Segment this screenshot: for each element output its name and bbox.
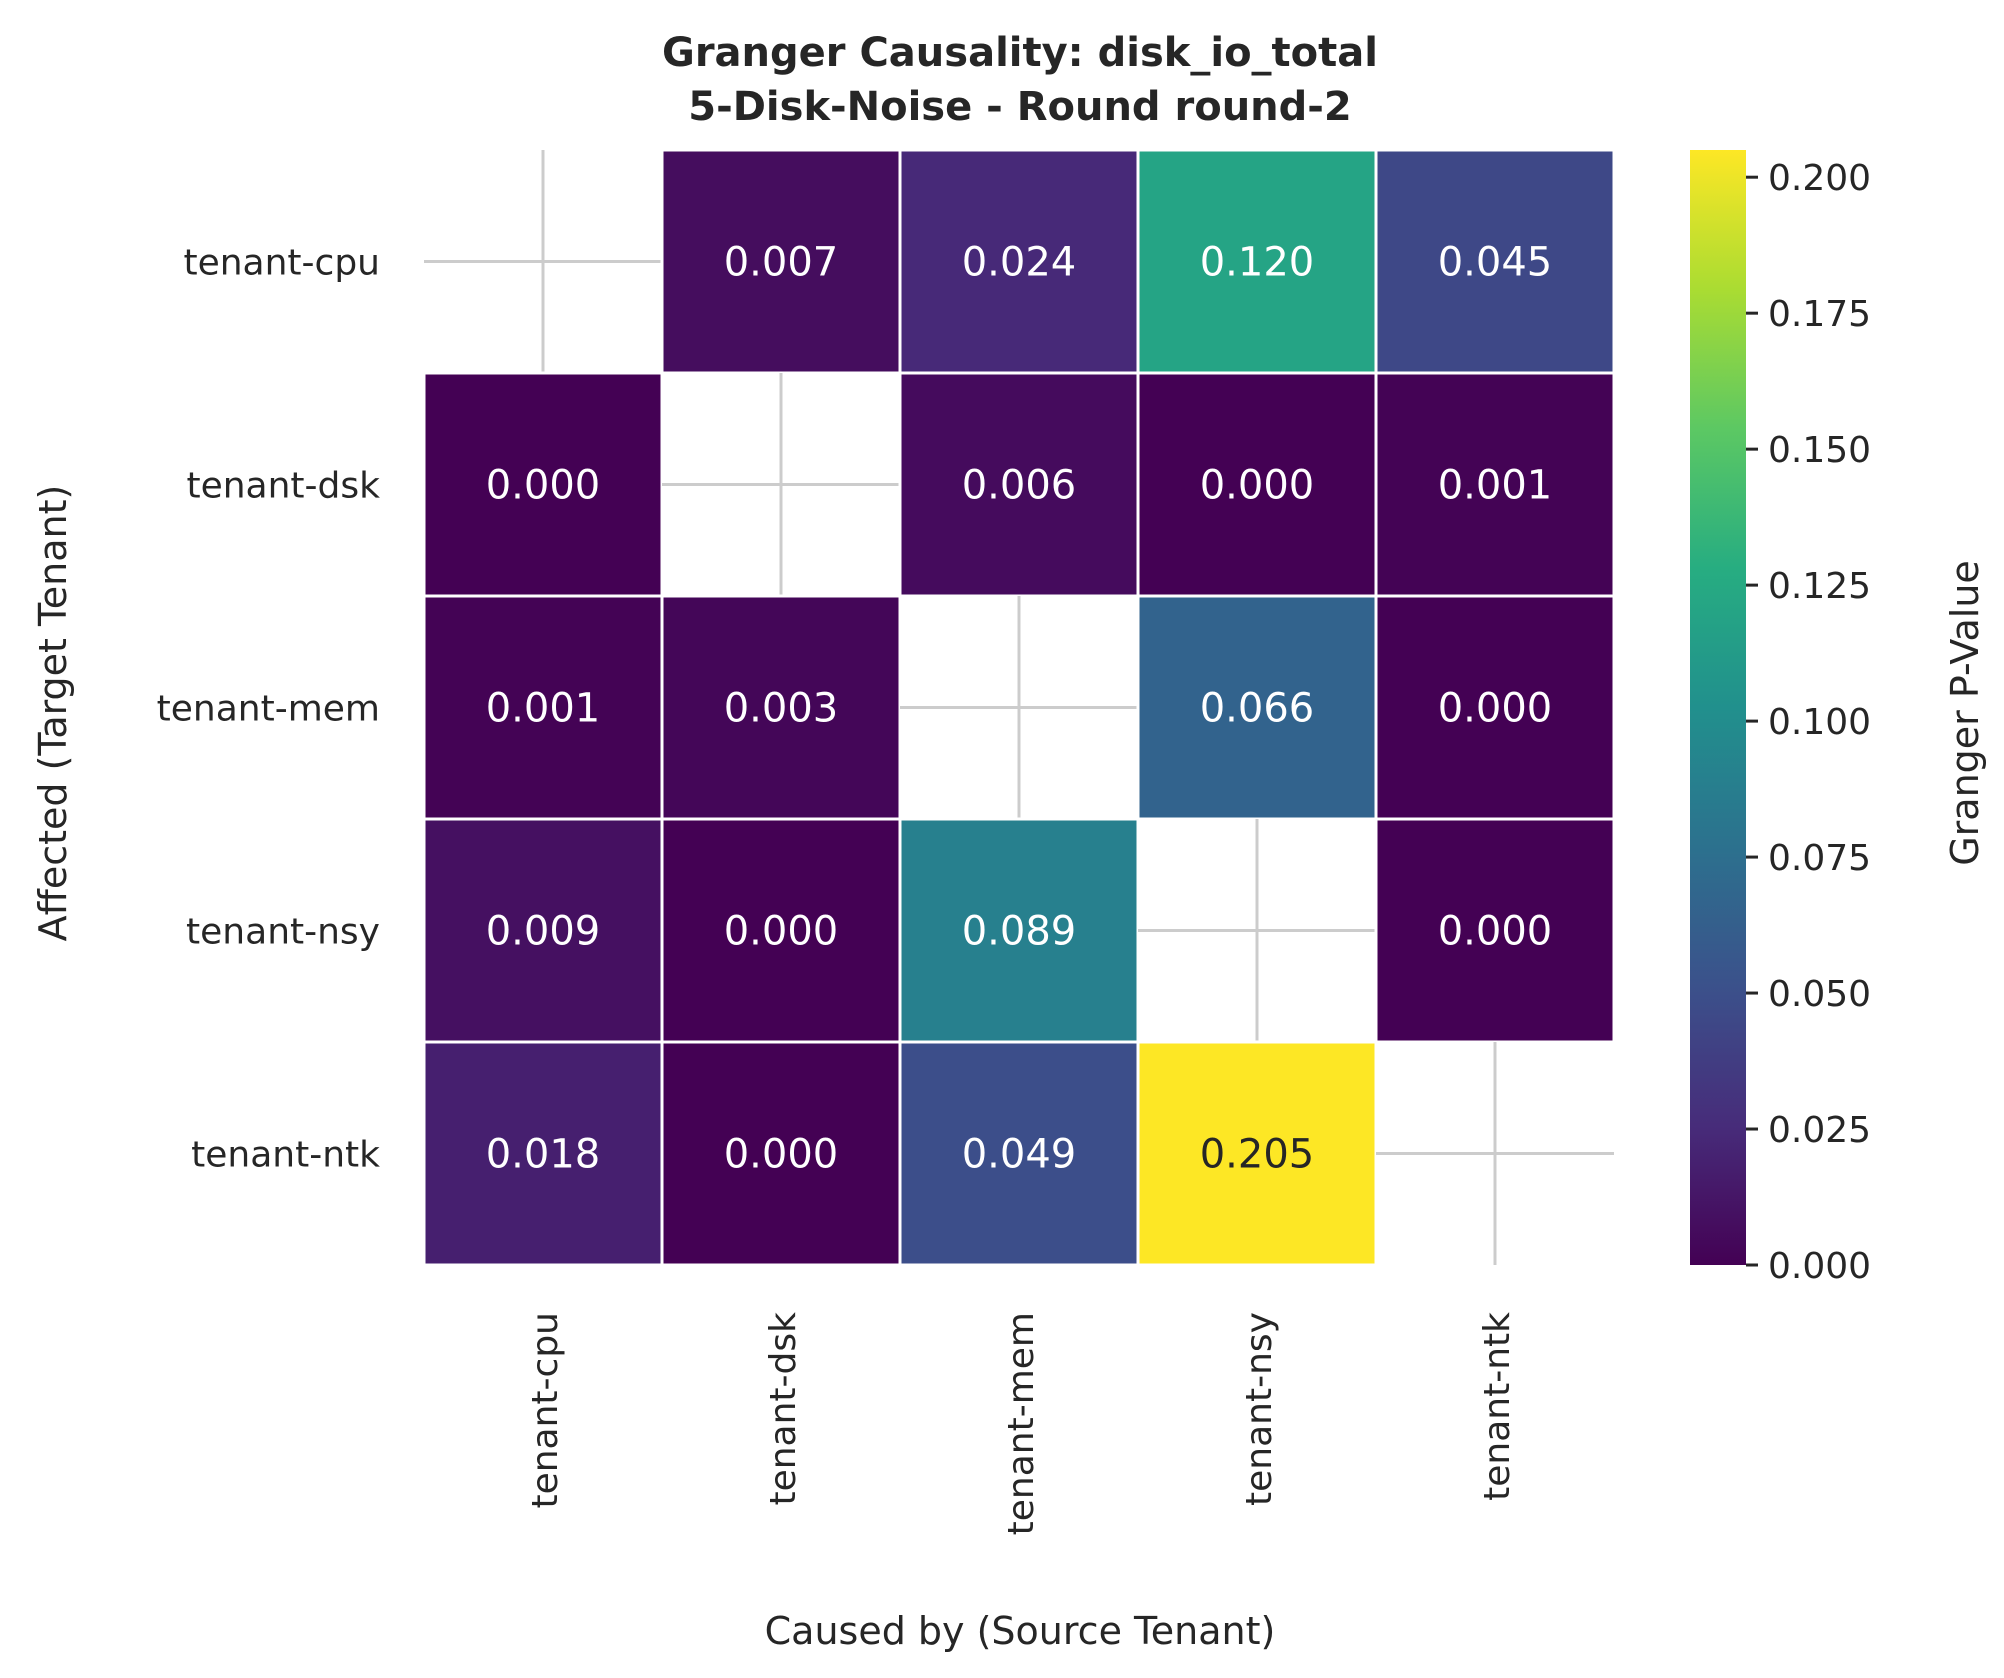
colorbar-tick-label: 0.050 bbox=[1768, 974, 1871, 1015]
heatmap-cell bbox=[1374, 148, 1616, 375]
heatmap-cell bbox=[1136, 594, 1378, 821]
cell-value-label: 0.045 bbox=[1438, 240, 1553, 286]
y-tick-label: tenant-nsy bbox=[186, 912, 380, 953]
y-tick-label: tenant-cpu bbox=[183, 243, 380, 284]
masked-cell bbox=[1138, 819, 1376, 1042]
y-axis-tick-labels: tenant-cpu tenant-dsk tenant-mem tenant-nsy… bbox=[157, 243, 381, 1176]
heatmap-cell bbox=[1136, 1040, 1378, 1267]
cell-value-label: 0.024 bbox=[962, 240, 1077, 286]
colorbar-tick-label: 0.075 bbox=[1768, 838, 1871, 879]
heatmap-cell bbox=[422, 817, 664, 1044]
heatmap-cell bbox=[660, 1040, 902, 1267]
heatmap-cell bbox=[1374, 371, 1616, 598]
heatmap-cell bbox=[660, 817, 902, 1044]
colorbar-gradient bbox=[1690, 150, 1746, 1265]
cell-value-label: 0.018 bbox=[486, 1132, 601, 1178]
cell-value-label: 0.000 bbox=[724, 1132, 839, 1178]
heatmap-cell bbox=[660, 594, 902, 821]
y-tick-label: tenant-mem bbox=[157, 689, 380, 730]
heatmap-cell bbox=[1374, 817, 1616, 1044]
cell-value-label: 0.001 bbox=[1438, 463, 1553, 509]
masked-cell bbox=[900, 596, 1138, 819]
x-tick-label: tenant-nsy bbox=[1239, 1312, 1280, 1506]
masked-cell bbox=[424, 150, 662, 373]
x-axis-tick-labels: tenant-cpu tenant-dsk tenant-mem tenant-nsy… bbox=[525, 1312, 1518, 1536]
chart-title: Granger Causality: disk_io_total bbox=[662, 30, 1378, 76]
y-axis-label: Affected (Target Tenant) bbox=[31, 485, 75, 942]
heatmap-cell bbox=[660, 148, 902, 375]
cell-value-label: 0.007 bbox=[724, 240, 839, 286]
masked-cell bbox=[662, 373, 900, 596]
cell-value-label: 0.006 bbox=[962, 463, 1077, 509]
heatmap-cell bbox=[422, 1040, 664, 1267]
x-tick-label: tenant-cpu bbox=[525, 1312, 566, 1509]
cell-value-label: 0.000 bbox=[486, 463, 601, 509]
cell-value-label: 0.120 bbox=[1200, 240, 1315, 286]
chart-subtitle: 5-Disk-Noise - Round round-2 bbox=[688, 84, 1351, 130]
colorbar-tick-label: 0.000 bbox=[1768, 1246, 1871, 1287]
masked-cell bbox=[1376, 1042, 1614, 1265]
x-tick-label: tenant-mem bbox=[1001, 1312, 1042, 1535]
y-tick-label: tenant-ntk bbox=[191, 1135, 380, 1176]
colorbar-tick-label: 0.200 bbox=[1768, 158, 1871, 199]
cell-value-label: 0.003 bbox=[724, 686, 839, 732]
cell-value-label: 0.009 bbox=[486, 909, 601, 955]
cell-value-label: 0.000 bbox=[1200, 463, 1315, 509]
colorbar-tick-label: 0.100 bbox=[1768, 702, 1871, 743]
cell-value-label: 0.205 bbox=[1200, 1132, 1315, 1178]
heatmap-cell bbox=[1136, 148, 1378, 375]
heatmap-cell bbox=[898, 148, 1140, 375]
cell-value-label: 0.049 bbox=[962, 1132, 1077, 1178]
cell-value-label: 0.000 bbox=[1438, 909, 1553, 955]
heatmap-cell bbox=[422, 594, 664, 821]
x-tick-label: tenant-dsk bbox=[763, 1312, 804, 1506]
heatmap-cell bbox=[898, 371, 1140, 598]
y-tick-label: tenant-dsk bbox=[186, 466, 380, 507]
x-tick-label: tenant-ntk bbox=[1477, 1312, 1518, 1501]
cell-value-label: 0.000 bbox=[1438, 686, 1553, 732]
colorbar-label: Granger P-Value bbox=[1943, 560, 1987, 866]
colorbar-tick-label: 0.175 bbox=[1768, 294, 1871, 335]
colorbar-tick-label: 0.125 bbox=[1768, 566, 1871, 607]
colorbar: 0.000 0.025 0.050 0.075 0.100 0.125 0.150 0.175… bbox=[1690, 150, 1871, 1287]
heatmap-cell bbox=[898, 1040, 1140, 1267]
cell-value-label: 0.000 bbox=[724, 909, 839, 955]
colorbar-tick-label: 0.150 bbox=[1768, 430, 1871, 471]
cell-value-label: 0.001 bbox=[486, 686, 601, 732]
x-axis-label: Caused by (Source Tenant) bbox=[765, 1609, 1276, 1653]
heatmap-cell bbox=[1374, 594, 1616, 821]
cell-value-label: 0.089 bbox=[962, 909, 1077, 955]
cell-value-label: 0.066 bbox=[1200, 686, 1315, 732]
heatmap-plot-area: 0.007 0.024 0.120 0.045 0.000 0.006 0.000 0.001… bbox=[422, 148, 1616, 1267]
colorbar-tick-label: 0.025 bbox=[1768, 1110, 1871, 1151]
